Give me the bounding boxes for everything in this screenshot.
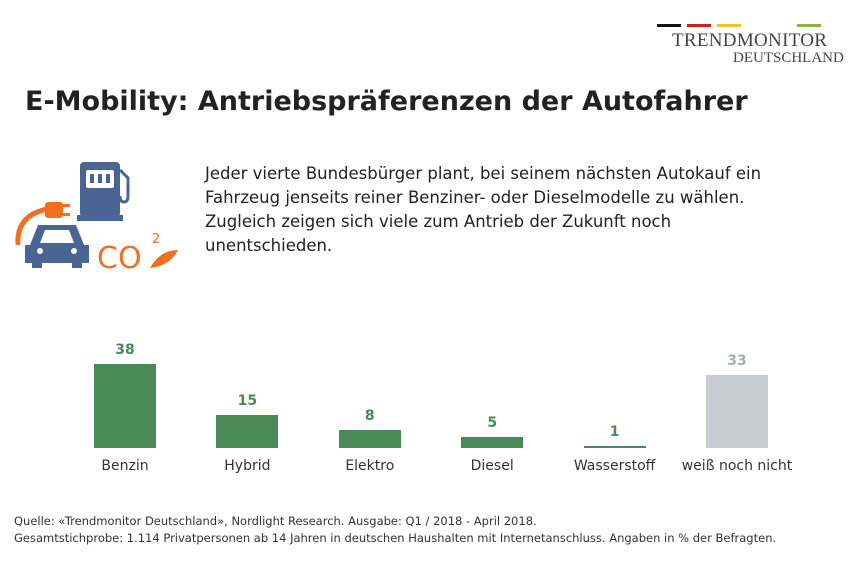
- page-title: E-Mobility: Antriebspräferenzen der Auto…: [25, 86, 748, 117]
- bar-0: [94, 364, 156, 448]
- data-label: 33: [727, 353, 747, 370]
- data-label: 5: [487, 415, 498, 431]
- source-line: Quelle: «Trendmonitor Deutschland», Nord…: [14, 514, 537, 528]
- data-label: 1: [609, 423, 620, 440]
- logo-subtext: DEUTSCHLAND: [733, 50, 844, 66]
- bar-1: [216, 415, 279, 448]
- bar-3: [461, 437, 524, 448]
- category-label: Benzin: [101, 458, 149, 474]
- category-label: Diesel: [470, 458, 514, 474]
- svg-text:2: 2: [152, 232, 160, 247]
- car-icon: [25, 225, 89, 268]
- category-label: weiß noch nicht: [681, 458, 793, 474]
- bar-4: [583, 445, 646, 448]
- data-label: 15: [237, 393, 258, 409]
- category-label: Wasserstoff: [573, 458, 656, 474]
- logo-text: TRENDMONITOR: [672, 30, 828, 51]
- sample-note: Gesamtstichprobe: 1.114 Privatpersonen a…: [14, 531, 777, 545]
- plug-icon: [15, 202, 70, 246]
- svg-text:CO: CO: [97, 241, 142, 276]
- data-label: 38: [115, 342, 135, 359]
- emobility-icons: CO 2: [15, 162, 178, 276]
- category-label: Elektro: [345, 458, 395, 474]
- category-label: Hybrid: [224, 458, 271, 474]
- co2-leaf-icon: CO 2: [97, 232, 178, 276]
- bar-2: [338, 430, 401, 448]
- bar-5: [706, 375, 768, 448]
- data-label: 8: [364, 408, 375, 425]
- intro-text: Jeder vierte Bundesbürger plant, bei sei…: [205, 164, 762, 255]
- fuel-pump-icon: [77, 162, 130, 221]
